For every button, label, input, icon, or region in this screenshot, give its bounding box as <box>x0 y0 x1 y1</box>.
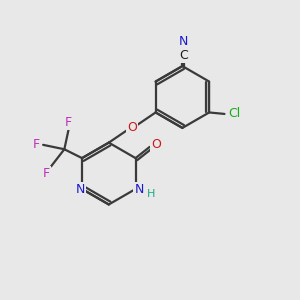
Text: N: N <box>179 35 188 48</box>
Text: Cl: Cl <box>228 107 240 120</box>
Text: H: H <box>147 189 155 199</box>
Text: N: N <box>76 182 85 196</box>
Text: N: N <box>134 182 144 196</box>
Text: F: F <box>33 138 40 151</box>
Text: O: O <box>151 138 161 151</box>
Text: F: F <box>43 167 50 180</box>
Text: C: C <box>179 49 188 62</box>
Text: O: O <box>127 121 137 134</box>
Text: F: F <box>65 116 72 129</box>
